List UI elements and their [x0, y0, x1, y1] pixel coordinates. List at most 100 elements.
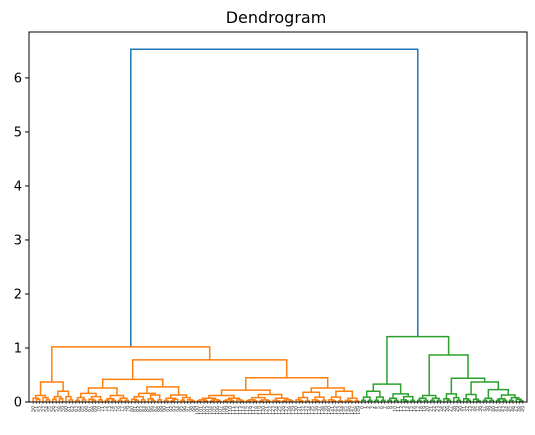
dendrogram-link-1	[51, 346, 211, 383]
leaf-label: 120	[261, 406, 267, 415]
dendrogram-link-54	[201, 397, 217, 400]
leaf-label: 25	[442, 406, 448, 412]
dendrogram-link-138	[484, 397, 493, 401]
dendrogram-link-82	[302, 391, 321, 398]
dendrogram-link-8	[57, 390, 70, 397]
dendrogram-link-47	[181, 396, 191, 401]
leaf-label: 19	[422, 406, 428, 412]
dendrogram-link-39	[147, 398, 154, 402]
dendrogram-link-94	[331, 400, 337, 402]
dendrogram-link-40	[150, 399, 156, 402]
dendrogram-link-12	[65, 395, 72, 402]
leaf-label: 40	[491, 406, 497, 412]
leaf-label: 1	[363, 406, 369, 409]
y-axis: 0 1 2 3 4 5 6	[14, 71, 29, 411]
leaf-label: 70	[96, 406, 102, 412]
leaf-label: 10	[392, 406, 398, 412]
leaf-label: 36	[478, 406, 484, 412]
leaf-label: 137	[317, 406, 323, 415]
dendrogram-link-109	[392, 393, 409, 399]
dendrogram-link-83	[297, 396, 309, 401]
leaf-label: 110	[228, 406, 234, 415]
leaf-label: 104	[208, 406, 214, 415]
dendrogram-link-75	[274, 397, 289, 401]
dendrogram-link-67	[257, 393, 283, 399]
leaf-label: 74	[110, 406, 116, 412]
leaf-label: 69	[93, 406, 99, 412]
leaf-label: 45	[507, 406, 513, 412]
leaf-label: 95	[179, 406, 185, 412]
dendrogram-link-123	[430, 399, 435, 402]
leaf-label: 41	[494, 406, 500, 412]
leaf-label: 21	[428, 406, 434, 412]
leaf-label: 14	[405, 406, 411, 412]
dendrogram-link-145	[510, 396, 520, 401]
leaf-label: 46	[511, 406, 517, 412]
leaf-label: 60	[64, 406, 70, 412]
dendrogram-link-108	[380, 399, 386, 402]
dendrogram-link-27	[104, 399, 110, 402]
dendrogram-link-36	[134, 399, 140, 402]
leaf-label: 57	[54, 406, 60, 412]
leaf-label: 48	[517, 406, 523, 412]
leaf-label: 11	[396, 406, 402, 412]
dendrogram-link-64	[229, 400, 235, 402]
dendrogram-link-118	[421, 394, 437, 399]
leaf-label: 32	[465, 406, 471, 412]
dendrogram-link-26	[106, 398, 115, 401]
leaf-label: 116	[248, 406, 254, 415]
dendrogram-link-125	[450, 377, 486, 394]
leaf-label: 134	[307, 406, 313, 415]
leaf-label: 44	[504, 406, 510, 412]
leaf-label: 73	[106, 406, 112, 412]
dendrogram-link-81	[310, 387, 345, 393]
leaf-label: 77	[119, 406, 125, 412]
leaf-label: 149	[356, 406, 362, 415]
dendrogram-link-113	[402, 395, 414, 401]
dendrogram-link-119	[418, 397, 427, 401]
leaf-label: 55	[47, 406, 53, 412]
leaf-label: 122	[267, 406, 273, 415]
dendrogram-link-96	[347, 397, 358, 401]
dendrogram-link-104	[361, 399, 366, 402]
dendrogram-link-101	[372, 383, 402, 394]
dendrogram-link-50	[190, 400, 195, 402]
leaf-label: 109	[225, 406, 231, 415]
leaf-label: 84	[142, 406, 148, 412]
leaf-label: 51	[34, 406, 40, 412]
dendrogram-link-99	[354, 400, 360, 402]
leaf-label: 100	[195, 406, 201, 415]
leaf-label: 119	[258, 406, 264, 415]
dendrogram-link-19	[75, 399, 80, 402]
dendrogram-link-57	[203, 400, 209, 402]
leaf-label: 123	[271, 406, 277, 415]
leaf-label: 6	[379, 406, 385, 409]
chart-title: Dendrogram	[226, 8, 327, 27]
dendrogram-link-45	[172, 398, 179, 402]
dendrogram-link-16	[87, 387, 118, 396]
leaf-label: 91	[165, 406, 171, 412]
dendrogram-link-23	[91, 399, 97, 402]
dendrogram-link-134	[466, 399, 472, 402]
dendrogram-link-103	[362, 396, 371, 401]
leaf-label: 102	[202, 406, 208, 415]
leaf-label: 142	[333, 406, 339, 415]
leaf-label: 144	[340, 406, 346, 415]
dendrogram-link-77	[275, 400, 281, 402]
leaf-label: 23	[435, 406, 441, 412]
dendrogram-link-30	[117, 399, 123, 402]
dendrogram-link-59	[209, 400, 215, 402]
leaf-label: 30	[458, 406, 464, 412]
y-tick-label: 1	[14, 341, 22, 356]
leaf-label: 133	[304, 406, 310, 415]
leaf-label: 138	[320, 406, 326, 415]
dendrogram-links	[32, 48, 524, 402]
dendrogram-link-111	[387, 399, 393, 402]
dendrogram-link-135	[472, 398, 480, 402]
y-tick-label: 6	[14, 71, 22, 86]
dendrogram-link-85	[298, 400, 304, 402]
leaf-label: 87	[152, 406, 158, 412]
dendrogram-link-110	[388, 397, 398, 401]
leaf-label: 115	[244, 406, 250, 415]
leaf-label: 13	[402, 406, 408, 412]
